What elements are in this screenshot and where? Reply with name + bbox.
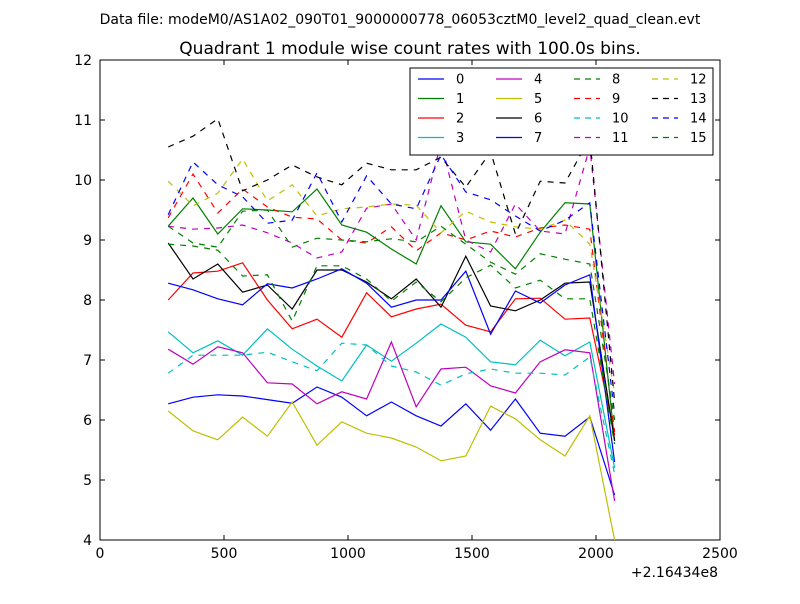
y-tick-label: 5 [83, 473, 92, 489]
legend-label-10: 10 [612, 112, 629, 127]
series-line-11 [168, 142, 616, 385]
series-line-8 [168, 243, 616, 445]
x-tick-label: 2000 [578, 546, 614, 562]
legend-label-14: 14 [690, 112, 707, 127]
legend-label-8: 8 [612, 73, 620, 88]
series-line-3 [167, 323, 616, 469]
legend-label-12: 12 [690, 73, 707, 88]
y-tick-label: 12 [74, 53, 92, 69]
series-line-10 [167, 342, 616, 475]
y-tick-label: 7 [83, 353, 92, 369]
legend-label-3: 3 [456, 131, 464, 146]
series-line-13 [167, 117, 616, 403]
data-file-label: Data file: modeM0/AS1A02_090T01_90000007… [100, 12, 701, 28]
series-line-4 [167, 340, 616, 502]
legend-label-9: 9 [612, 92, 620, 107]
legend-label-11: 11 [612, 131, 629, 146]
legend-label-6: 6 [534, 112, 542, 127]
series-line-6 [167, 242, 616, 442]
x-tick-label: 0 [96, 546, 105, 562]
series-line-5 [167, 400, 616, 541]
series-line-15 [167, 209, 616, 421]
x-tick-label: 1500 [454, 546, 490, 562]
y-tick-label: 11 [74, 113, 92, 129]
series-layer [167, 117, 616, 541]
x-tick-label: 500 [211, 546, 238, 562]
legend-label-4: 4 [534, 73, 542, 88]
series-line-14 [167, 153, 616, 415]
series-line-0 [168, 386, 616, 496]
series-line-9 [167, 172, 616, 433]
chart-title: Quadrant 1 module wise count rates with … [179, 39, 640, 59]
y-tick-label: 6 [83, 413, 92, 429]
legend-label-0: 0 [456, 73, 464, 88]
y-tick-label: 8 [83, 293, 92, 309]
y-tick-label: 4 [83, 533, 92, 549]
y-tick-label: 9 [83, 233, 92, 249]
legend-label-2: 2 [456, 112, 464, 127]
series-line-1 [167, 188, 616, 442]
series-line-12 [167, 157, 616, 394]
legend-label-13: 13 [690, 92, 707, 107]
legend-label-15: 15 [690, 131, 707, 146]
x-tick-label: 2500 [702, 546, 738, 562]
series-line-7 [168, 268, 616, 463]
legend-label-5: 5 [534, 92, 542, 107]
series-line-2 [167, 262, 616, 436]
legend-label-7: 7 [534, 131, 542, 146]
y-tick-label: 10 [74, 173, 92, 189]
x-tick-label: 1000 [330, 546, 366, 562]
x-axis-offset-label: +2.16434e8 [631, 565, 718, 581]
legend-label-1: 1 [456, 92, 464, 107]
legend-box [409, 67, 714, 156]
